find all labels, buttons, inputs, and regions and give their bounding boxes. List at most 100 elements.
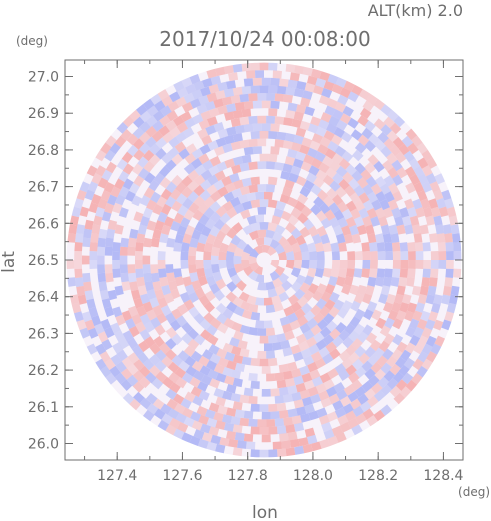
radar-cell <box>385 251 394 260</box>
radar-cell <box>354 345 366 358</box>
radar-cell <box>362 251 371 260</box>
radar-cell <box>347 391 359 403</box>
radar-cell <box>259 449 269 458</box>
radar-cell <box>295 274 307 286</box>
y-axis-label: lat <box>0 251 19 273</box>
radar-cell <box>334 407 347 419</box>
radar-cell <box>268 176 278 186</box>
radar-cell <box>191 360 204 372</box>
radar-cell <box>408 260 416 269</box>
radar-cell <box>243 146 254 156</box>
radar-cell <box>307 123 319 134</box>
radar-cell <box>184 355 197 367</box>
radar-cell <box>206 441 217 452</box>
radar-cell <box>301 302 313 315</box>
radar-cell <box>278 386 289 396</box>
radar-cell <box>137 224 148 235</box>
radar-cell <box>143 321 155 333</box>
radar-cell <box>209 283 221 295</box>
radar-cell <box>232 354 244 364</box>
radar-cell <box>370 183 382 195</box>
radar-cell <box>412 310 423 322</box>
radar-cell <box>159 115 171 127</box>
radar-cell <box>328 306 340 318</box>
radar-cell <box>178 148 190 160</box>
radar-cell <box>334 363 347 375</box>
radar-cell <box>153 408 166 420</box>
radar-cell <box>234 101 245 111</box>
radar-cell <box>442 224 452 235</box>
radar-cell <box>373 98 385 111</box>
radar-cell <box>83 228 92 239</box>
radar-cell <box>391 268 401 278</box>
radar-cell <box>386 130 399 142</box>
radar-cell <box>142 358 155 371</box>
radar-cell <box>279 194 291 204</box>
radar-cell <box>255 70 264 78</box>
radar-cell <box>259 404 269 412</box>
radar-cell <box>446 260 454 269</box>
radar-cell <box>426 157 438 169</box>
radar-cell <box>348 372 360 384</box>
radar-cell <box>297 315 309 327</box>
radar-cell <box>266 327 276 336</box>
radar-cell <box>336 389 348 401</box>
radar-cell <box>169 417 181 429</box>
x-axis: 127.4 127.6 127.8 128.0 128.2 128.4 <box>84 60 464 484</box>
radar-cell <box>198 275 208 287</box>
radar-cell <box>380 224 391 235</box>
radar-cell <box>403 357 415 370</box>
radar-cell <box>143 98 155 111</box>
radar-cell <box>367 233 377 244</box>
radar-cell <box>270 123 280 132</box>
radar-cell <box>324 299 336 311</box>
radar-cell <box>364 120 376 132</box>
radar-cell <box>444 233 453 243</box>
radar-cell <box>342 336 354 349</box>
radar-cell <box>199 189 211 201</box>
radar-cell <box>185 143 197 155</box>
radar-cell <box>187 191 199 203</box>
radar-cell <box>112 306 123 318</box>
radar-cell <box>265 229 276 239</box>
radar-cell <box>180 111 192 122</box>
radar-cell <box>313 85 324 95</box>
radar-cell <box>274 224 286 235</box>
radar-cell <box>160 203 172 215</box>
radar-cell <box>74 260 82 269</box>
radar-cell <box>104 306 115 318</box>
radar-cell <box>383 333 395 345</box>
radar-cell <box>100 365 112 378</box>
radar-cell <box>344 185 356 197</box>
radar-cell <box>227 267 238 278</box>
radar-cell <box>216 348 228 359</box>
radar-cell <box>209 155 221 167</box>
radar-cell <box>132 138 145 150</box>
radar-cell <box>213 179 225 191</box>
radar-cell <box>320 217 332 229</box>
radar-cell <box>305 336 318 348</box>
radar-cell <box>205 124 217 136</box>
radar-cell <box>436 197 447 209</box>
radar-cell <box>142 255 151 265</box>
radar-cell <box>261 434 271 443</box>
radar-cell <box>327 368 339 380</box>
radar-cell <box>362 215 373 227</box>
radar-cell <box>433 319 444 331</box>
radar-cell <box>255 237 264 246</box>
radar-cell <box>232 401 243 411</box>
radar-cell <box>208 165 220 176</box>
radar-cell <box>379 199 390 211</box>
radar-cell <box>104 202 115 214</box>
radar-cell <box>378 340 390 353</box>
radar-cell <box>335 186 347 198</box>
radar-cell <box>396 167 408 179</box>
radar-cell <box>203 267 214 278</box>
radar-cell <box>311 376 323 387</box>
radar-cell <box>320 112 332 123</box>
radar-cell <box>272 441 282 450</box>
radar-cell <box>299 120 311 131</box>
radar-cell <box>131 195 142 207</box>
radar-cell <box>203 207 215 219</box>
